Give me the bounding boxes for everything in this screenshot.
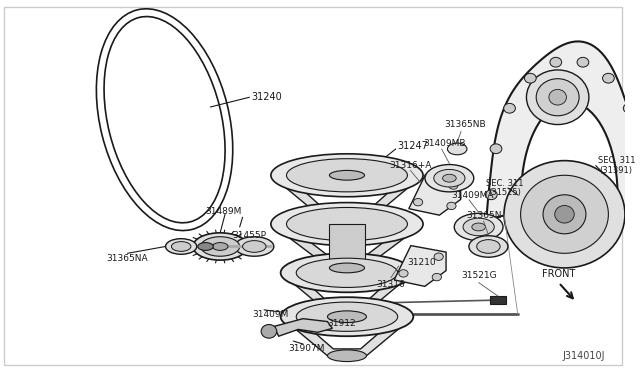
Text: (31525): (31525) [488, 188, 522, 197]
Ellipse shape [549, 89, 566, 105]
Ellipse shape [577, 57, 589, 67]
Ellipse shape [425, 164, 474, 192]
Ellipse shape [193, 233, 248, 260]
Ellipse shape [271, 154, 423, 197]
Ellipse shape [432, 273, 442, 281]
Ellipse shape [543, 195, 586, 234]
Text: (31391): (31391) [600, 166, 632, 175]
Ellipse shape [328, 350, 367, 362]
Ellipse shape [166, 239, 196, 254]
Text: 31210: 31210 [408, 257, 436, 267]
Text: SEC. 311: SEC. 311 [598, 156, 635, 165]
Text: SEC. 311: SEC. 311 [486, 179, 524, 187]
Text: 31247: 31247 [397, 141, 429, 151]
Ellipse shape [490, 144, 502, 154]
Ellipse shape [235, 237, 274, 256]
Ellipse shape [281, 253, 413, 292]
Ellipse shape [281, 297, 413, 336]
Ellipse shape [447, 143, 467, 155]
Ellipse shape [504, 103, 515, 113]
Ellipse shape [443, 174, 456, 182]
Ellipse shape [399, 270, 408, 277]
Polygon shape [486, 41, 640, 221]
Text: 31316+A: 31316+A [389, 161, 431, 170]
Ellipse shape [287, 208, 408, 241]
Text: 31365N: 31365N [466, 211, 502, 220]
Ellipse shape [434, 169, 465, 187]
Ellipse shape [296, 302, 397, 331]
Ellipse shape [330, 263, 365, 273]
Text: 31409M: 31409M [252, 310, 289, 319]
Polygon shape [409, 174, 461, 215]
Text: 31409MB: 31409MB [423, 139, 465, 148]
Ellipse shape [449, 182, 458, 189]
Text: 31409MA: 31409MA [451, 191, 494, 200]
Ellipse shape [527, 70, 589, 125]
Ellipse shape [520, 175, 609, 253]
Ellipse shape [602, 73, 614, 83]
Polygon shape [281, 273, 413, 312]
Text: FRONT: FRONT [542, 269, 575, 279]
Text: 31240: 31240 [252, 92, 282, 102]
Ellipse shape [104, 16, 225, 223]
Ellipse shape [201, 237, 239, 256]
Ellipse shape [469, 236, 508, 257]
Text: 31365NB: 31365NB [445, 120, 486, 129]
Text: 31912: 31912 [328, 319, 356, 328]
Text: 31365NA: 31365NA [106, 254, 148, 263]
Polygon shape [394, 246, 446, 286]
Polygon shape [271, 175, 423, 224]
Text: 31316: 31316 [376, 280, 405, 289]
Ellipse shape [536, 79, 579, 116]
Text: 31521G: 31521G [461, 271, 497, 280]
Ellipse shape [172, 241, 191, 251]
Ellipse shape [477, 240, 500, 253]
Ellipse shape [271, 203, 423, 246]
Text: 31907M: 31907M [289, 344, 325, 353]
Ellipse shape [623, 103, 635, 113]
Ellipse shape [413, 199, 422, 206]
Ellipse shape [472, 223, 486, 231]
Ellipse shape [454, 213, 503, 241]
Ellipse shape [486, 190, 497, 200]
Ellipse shape [330, 170, 365, 180]
Ellipse shape [287, 159, 408, 192]
Polygon shape [274, 319, 332, 336]
Text: J314010J: J314010J [563, 351, 605, 361]
Polygon shape [281, 317, 413, 356]
Polygon shape [271, 224, 423, 268]
Ellipse shape [261, 324, 276, 338]
Ellipse shape [296, 258, 397, 288]
Ellipse shape [555, 205, 574, 223]
Polygon shape [490, 296, 506, 304]
Polygon shape [330, 224, 365, 268]
Ellipse shape [504, 161, 625, 268]
Ellipse shape [550, 57, 562, 67]
Ellipse shape [243, 241, 266, 252]
Text: 31455P: 31455P [232, 231, 266, 240]
Ellipse shape [328, 311, 367, 323]
Ellipse shape [463, 218, 494, 236]
Ellipse shape [198, 243, 213, 250]
Ellipse shape [447, 202, 456, 209]
Ellipse shape [524, 73, 536, 83]
Ellipse shape [637, 144, 640, 154]
Ellipse shape [212, 243, 228, 250]
Ellipse shape [434, 253, 444, 260]
Text: 31489M: 31489M [205, 207, 242, 216]
